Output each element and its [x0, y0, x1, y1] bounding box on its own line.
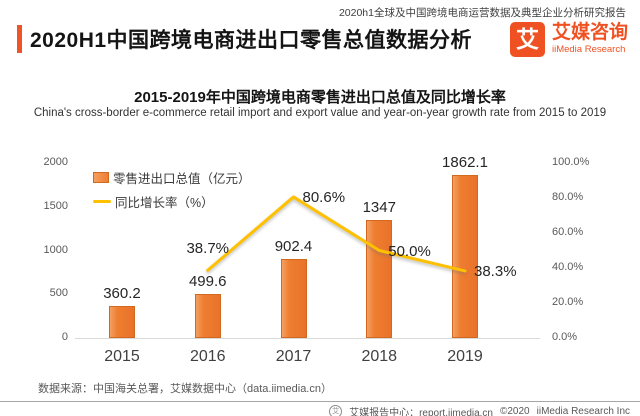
right-axis-tick: 60.0%: [552, 226, 584, 238]
bar-value-label-2015: 360.2: [103, 285, 141, 303]
right-axis-tick: 20.0%: [552, 296, 584, 308]
iimedia-logo-text: 艾媒咨询 iiMedia Research: [552, 22, 628, 55]
bar-2017: [280, 259, 307, 338]
legend-label-line-series: 同比增长率（%）: [115, 196, 214, 210]
bar-value-label-2019: 1862.1: [442, 154, 488, 172]
left-axis-tick: 1000: [43, 243, 68, 256]
growth-label-2016: 38.7%: [186, 240, 230, 258]
bar-2019: [452, 175, 478, 338]
line-series-swatch-icon: [93, 200, 111, 203]
growth-label-2017: 80.6%: [302, 188, 346, 206]
iimedia-badge-icon: 艾: [329, 405, 343, 416]
bar-value-label-2016: 499.6: [188, 273, 227, 291]
chart-legend: 零售进出口总值（亿元） 同比增长率（%）: [93, 168, 251, 211]
footer-report-center: 艾媒报告中心：report.iimedia.cn: [349, 408, 493, 416]
right-axis-tick: 0.0%: [552, 331, 578, 343]
chart-area: 零售进出口总值（亿元） 同比增长率（%） 2000 1500 1000 500 0 100…: [0, 150, 640, 372]
left-axis-tick: 0: [61, 331, 68, 343]
legend-item-line-series: 同比增长率（%）: [93, 192, 251, 211]
growth-label-2018: 50.0%: [388, 242, 431, 260]
iimedia-logo: 艾 艾媒咨询 iiMedia Research: [509, 22, 628, 57]
x-axis-label-2019: 2019: [447, 348, 483, 365]
legend-label-bar-series: 零售进出口总值（亿元）: [113, 172, 251, 186]
x-axis-label-2017: 2017: [275, 348, 312, 365]
bar-2018: [366, 220, 393, 338]
footer-copyright: ©2020: [500, 406, 530, 416]
right-axis-tick: 100.0%: [552, 156, 590, 168]
right-axis-tick: 80.0%: [552, 191, 584, 203]
footer-divider: [0, 401, 640, 402]
legend-item-bar-series: 零售进出口总值（亿元）: [93, 168, 251, 187]
title-accent-bar: [17, 25, 22, 53]
growth-label-2019: 38.3%: [474, 262, 517, 280]
chart-subtitle: China's cross-border e-commerce retail i…: [33, 107, 607, 119]
logo-name-en: iiMedia Research: [551, 44, 626, 55]
bar-value-label-2017: 902.4: [274, 238, 313, 256]
bar-2016: [194, 294, 221, 338]
bar-2015: [109, 306, 135, 338]
iimedia-logo-icon: 艾: [509, 22, 545, 57]
logo-name-cn: 艾媒咨询: [551, 22, 628, 43]
page-footer: 艾 艾媒报告中心：report.iimedia.cn ©2020 iiMedia…: [329, 404, 630, 416]
data-source-note: 数据来源：中国海关总署，艾媒数据中心（data.iimedia.cn）: [38, 383, 332, 395]
x-axis-line: [75, 338, 540, 339]
x-axis-label-2018: 2018: [361, 348, 398, 365]
report-series-title: 2020h1全球及中国跨境电商运营数据及典型企业分析研究报告: [338, 7, 626, 19]
left-axis-tick: 500: [49, 287, 68, 300]
left-axis-tick: 1500: [43, 199, 68, 212]
bar-series-swatch-icon: [93, 172, 109, 183]
chart-title: 2015-2019年中国跨境电商零售进出口总值及同比增长率: [134, 89, 506, 106]
bar-value-label-2018: 1347: [362, 199, 396, 217]
footer-company: iiMedia Research Inc: [536, 406, 630, 416]
page-header: 2020H1中国跨境电商进出口零售总值数据分析: [17, 24, 472, 54]
page-title: 2020H1中国跨境电商进出口零售总值数据分析: [30, 29, 473, 52]
left-axis-tick: 2000: [43, 156, 68, 168]
x-axis-label-2015: 2015: [104, 348, 140, 365]
right-axis-tick: 40.0%: [552, 261, 584, 273]
x-axis-label-2016: 2016: [189, 348, 226, 365]
